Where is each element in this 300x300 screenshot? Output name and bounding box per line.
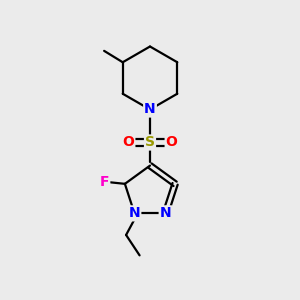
Text: S: S	[145, 136, 155, 149]
Text: N: N	[129, 206, 140, 220]
Text: N: N	[144, 103, 156, 116]
Text: F: F	[100, 175, 109, 189]
Text: O: O	[166, 136, 178, 149]
Text: N: N	[160, 206, 171, 220]
Text: O: O	[122, 136, 134, 149]
